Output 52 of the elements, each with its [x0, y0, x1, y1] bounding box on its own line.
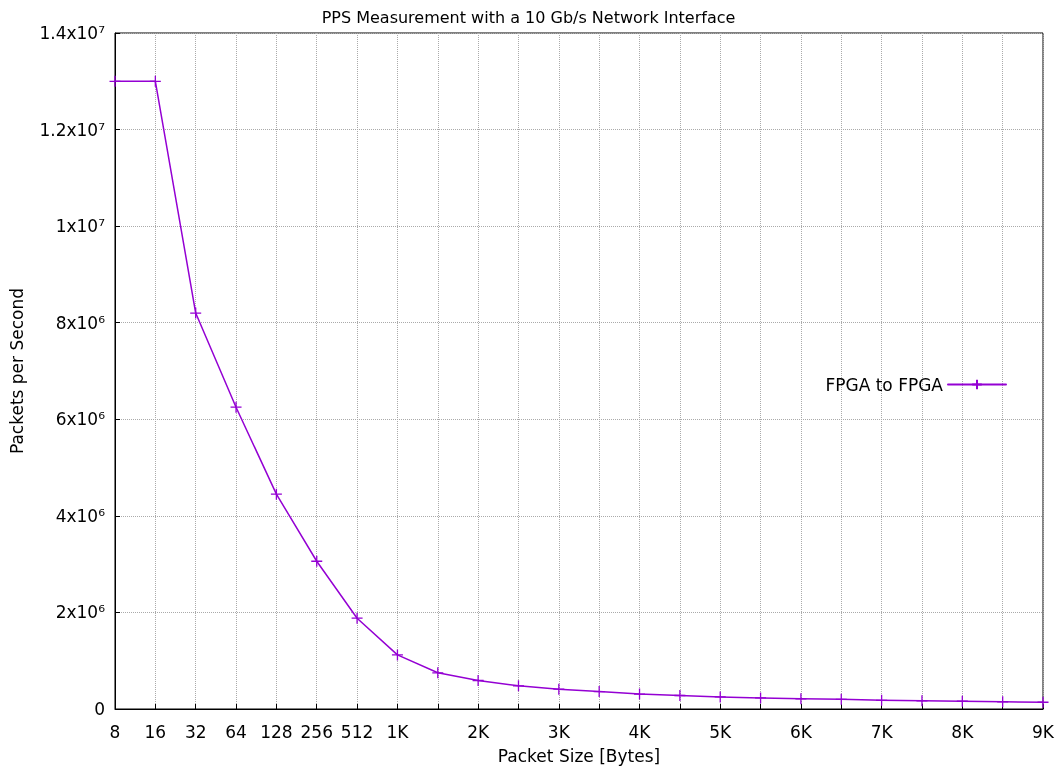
point	[996, 695, 1009, 708]
y-tick-label: 4x10⁶	[55, 505, 106, 526]
point	[552, 683, 565, 696]
x-tick-label: 7K	[870, 721, 894, 742]
point	[714, 690, 727, 704]
y-tick-label: 0	[94, 699, 105, 719]
point	[350, 612, 364, 625]
point	[754, 691, 767, 705]
y-tick-label: 1.2x10⁷	[39, 119, 106, 140]
y-tick-label: 8x10⁶	[55, 312, 106, 333]
x-tick-label: 128	[260, 721, 293, 742]
x-tick-label: 8	[109, 721, 121, 742]
point	[310, 555, 323, 568]
x-tick-label: 512	[340, 721, 374, 742]
point	[189, 306, 202, 320]
x-tick-label: 8K	[951, 721, 975, 742]
x-tick-label: 2K	[467, 721, 490, 742]
x-tick-label: 4K	[628, 721, 652, 742]
point	[673, 689, 687, 702]
x-tick-label: 16	[144, 721, 167, 742]
x-tick-label: 9K	[1032, 721, 1055, 742]
x-tick-label: 3K	[547, 721, 571, 742]
point	[835, 693, 848, 706]
x-tick-label: 1K	[386, 721, 410, 742]
point	[149, 75, 162, 88]
point	[593, 685, 606, 698]
chart-title: PPS Measurement with a 10 Gb/s Network Interface	[321, 7, 736, 27]
y-tick-label: 2x10⁶	[55, 602, 106, 623]
point	[471, 674, 485, 687]
x-axis-title: Packet Size [Bytes]	[497, 745, 661, 766]
point	[108, 75, 122, 88]
x-tick-label: 32	[184, 721, 207, 742]
y-axis-title: Packets per Second	[6, 287, 27, 455]
x-tick-label: 256	[300, 721, 333, 742]
point	[512, 679, 525, 692]
point	[875, 694, 888, 707]
point	[229, 401, 243, 414]
point	[270, 487, 283, 501]
point	[633, 687, 646, 701]
y-tick-label: 6x10⁶	[55, 409, 106, 430]
y-tick-label: 1x10⁷	[55, 216, 106, 237]
x-tick-label: 6K	[789, 721, 813, 742]
point	[956, 695, 969, 708]
point	[431, 666, 444, 679]
y-tick-label: 1.4x10⁷	[39, 23, 106, 43]
point	[391, 648, 404, 662]
point	[794, 692, 808, 706]
legend-label: FPGA to FPGA	[825, 374, 944, 395]
point	[915, 694, 929, 707]
x-tick-label: 5K	[709, 721, 733, 742]
point	[1036, 696, 1050, 709]
x-tick-label: 64	[225, 721, 247, 742]
